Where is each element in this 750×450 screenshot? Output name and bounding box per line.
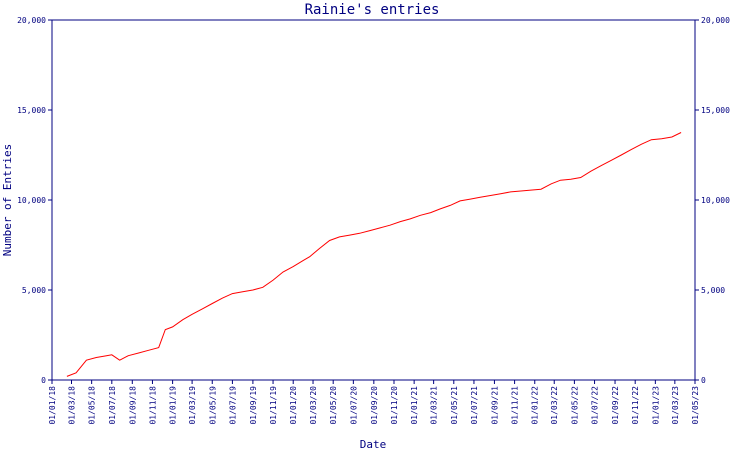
x-tick-label: 01/03/19 [188,386,197,425]
y-tick-label-left: 10,000 [17,196,46,205]
x-tick-label: 01/01/22 [531,386,540,425]
y-tick-label-left: 15,000 [17,106,46,115]
y-axis-label: Number of Entries [1,144,14,257]
chart-title: Rainie's entries [305,2,440,18]
x-tick-label: 01/05/23 [691,386,700,425]
x-tick-label: 01/03/23 [671,386,680,425]
x-tick-label: 01/07/21 [470,386,479,425]
y-tick-label-right: 10,000 [701,196,730,205]
y-tick-label-left: 0 [41,376,46,385]
x-tick-label: 01/01/19 [169,386,178,425]
y-tick-label-right: 5,000 [701,286,725,295]
plot-area-frame [51,19,696,381]
x-tick-label: 01/05/18 [88,386,97,425]
x-tick-label: 01/01/21 [410,386,419,425]
y-tick-label-right: 15,000 [701,106,730,115]
x-tick-label: 01/03/18 [67,386,76,425]
x-tick-label: 01/05/19 [208,386,217,425]
y-axis-left: 0 5,000 10,000 15,000 20,000 [17,16,52,385]
series-line [66,132,682,377]
x-tick-label: 01/11/22 [631,386,640,425]
x-tick-label: 01/01/23 [651,386,660,425]
x-tick-label: 01/05/21 [450,386,459,425]
x-tick-label: 01/11/20 [390,386,399,425]
x-tick-label: 01/05/20 [329,386,338,425]
x-axis-label: Date [360,438,387,450]
x-tick-label: 01/05/22 [570,386,579,425]
x-tick-label: 01/01/18 [48,386,57,425]
x-tick-label: 01/03/20 [309,386,318,425]
x-tick-label: 01/11/19 [269,386,278,425]
series-group [66,132,682,377]
y-axis-right: 0 5,000 10,000 15,000 20,000 [695,16,730,385]
x-tick-label: 01/07/19 [228,386,237,425]
x-tick-label: 01/03/21 [430,386,439,425]
y-tick-label-right: 0 [701,376,706,385]
x-axis: 01/01/18 01/03/18 01/05/18 01/07/18 01/09/18… [48,380,700,425]
x-tick-label: 01/11/18 [148,386,157,425]
x-tick-label: 01/09/19 [249,386,258,425]
x-tick-label: 01/09/22 [611,386,620,425]
x-tick-label: 01/03/22 [550,386,559,425]
y-tick-label-left: 20,000 [17,16,46,25]
x-tick-label: 01/07/18 [108,386,117,425]
x-tick-label: 01/09/20 [370,386,379,425]
x-tick-label: 01/09/21 [490,386,499,425]
y-tick-label-right: 20,000 [701,16,730,25]
x-tick-label: 01/09/18 [128,386,137,425]
x-tick-label: 01/07/22 [591,386,600,425]
x-tick-label: 01/11/21 [511,386,520,425]
x-tick-label: 01/01/20 [289,386,298,425]
y-tick-label-left: 5,000 [22,286,46,295]
x-tick-label: 01/07/20 [349,386,358,425]
